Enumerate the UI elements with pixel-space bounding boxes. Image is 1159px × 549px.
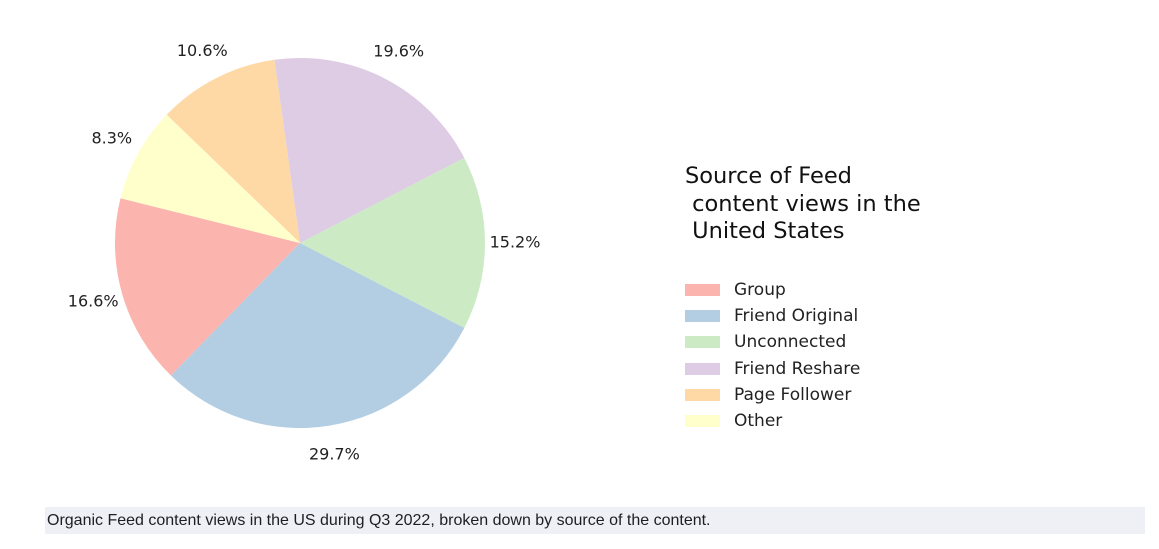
pie-slice-other <box>120 114 300 244</box>
pie-label-friend-original: 29.7% <box>309 445 360 464</box>
pie-label-group: 16.6% <box>68 291 119 310</box>
legend-title: Source of Feed content views in the Unit… <box>685 163 921 244</box>
legend-swatch <box>685 362 720 375</box>
pie-label-friend-reshare: 19.6% <box>373 42 424 61</box>
pie-chart: 16.6% 29.7% 15.2% 19.6% 10.6% 8.3% <box>68 41 541 464</box>
legend-label: Page Follower <box>734 384 852 405</box>
legend-label: Unconnected <box>734 332 847 353</box>
pie-slice-friend-original <box>170 243 465 429</box>
legend-swatch <box>685 415 720 428</box>
pie-slice-page-follower <box>166 59 300 243</box>
legend-label: Friend Original <box>734 306 859 327</box>
legend-item-other: Other <box>685 408 860 434</box>
legend-label: Other <box>734 411 783 432</box>
legend-swatch <box>685 310 720 323</box>
legend-item-friend-original: Friend Original <box>685 303 860 329</box>
legend-item-unconnected: Unconnected <box>685 329 860 355</box>
pie-label-unconnected: 15.2% <box>490 232 541 251</box>
legend-swatch <box>685 284 720 297</box>
legend-item-friend-reshare: Friend Reshare <box>685 356 860 382</box>
legend-swatch <box>685 336 720 349</box>
legend-label: Friend Reshare <box>734 358 861 379</box>
legend: Group Friend Original Unconnected Friend Re… <box>685 277 860 434</box>
legend-label: Group <box>734 280 786 301</box>
pie-slice-unconnected <box>300 157 486 328</box>
pie-slice-friend-reshare <box>274 57 465 244</box>
legend-item-group: Group <box>685 277 860 303</box>
pie-slice-group <box>115 198 300 376</box>
pie-label-other: 8.3% <box>91 129 132 148</box>
legend-swatch <box>685 388 720 401</box>
figure-caption: Organic Feed content views in the US dur… <box>45 507 1145 534</box>
legend-item-page-follower: Page Follower <box>685 382 860 408</box>
pie-label-page-follower: 10.6% <box>177 41 228 60</box>
